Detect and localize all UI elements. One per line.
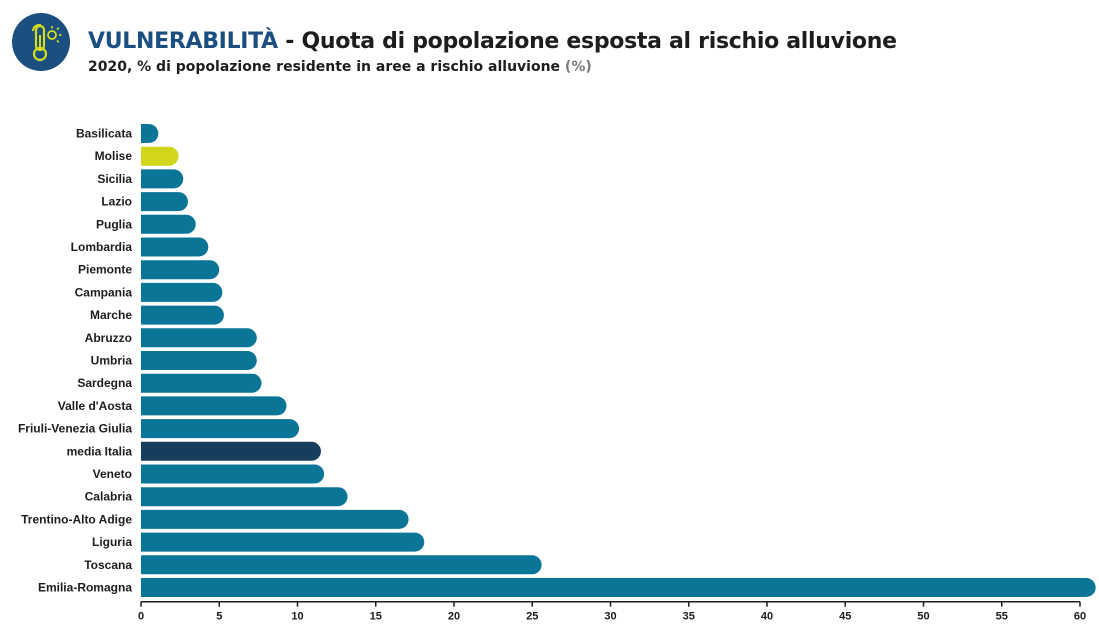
category-label-umbria: Umbria	[91, 354, 133, 368]
category-label-puglia: Puglia	[96, 217, 132, 231]
x-tick-label-25: 25	[526, 611, 538, 623]
bar-campania	[141, 282, 223, 302]
x-tick-label-0: 0	[138, 611, 144, 623]
subtitle-unit: (%)	[564, 59, 592, 75]
bar-friuli-venezia-giulia	[141, 419, 300, 439]
category-label-trentino-alto-adige: Trentino-Alto Adige	[21, 512, 132, 526]
x-tick-label-30: 30	[604, 611, 616, 623]
category-label-veneto: Veneto	[93, 467, 132, 481]
category-label-friuli-venezia-giulia: Friuli-Venezia Giulia	[18, 422, 132, 436]
bar-lazio	[141, 192, 188, 212]
bar-basilicata	[141, 124, 159, 143]
category-label-lombardia: Lombardia	[71, 240, 133, 254]
category-label-calabria: Calabria	[85, 490, 133, 504]
x-tick-label-35: 35	[683, 611, 695, 623]
category-label-media-italia: media Italia	[67, 444, 133, 458]
category-label-sicilia: Sicilia	[97, 172, 132, 186]
category-label-abruzzo: Abruzzo	[85, 331, 132, 345]
category-label-emilia-romagna: Emilia-Romagna	[38, 581, 132, 595]
bar-puglia	[141, 214, 196, 234]
bar-sicilia	[141, 169, 184, 189]
bar-emilia-romagna	[141, 578, 1096, 597]
x-tick-label-40: 40	[761, 611, 773, 623]
bar-abruzzo	[141, 328, 257, 348]
x-tick-label-60: 60	[1074, 611, 1086, 623]
bar-media-italia	[141, 441, 321, 461]
title-rest: - Quota di popolazione esposta al rischi…	[277, 29, 897, 54]
category-label-marche: Marche	[90, 308, 132, 322]
bar-calabria	[141, 487, 348, 507]
bar-liguria	[141, 532, 425, 552]
x-tick-label-5: 5	[216, 611, 222, 623]
thermometer-sun-icon	[12, 13, 70, 71]
x-tick-label-45: 45	[839, 611, 851, 623]
bar-lombardia	[141, 237, 209, 257]
category-label-toscana: Toscana	[84, 558, 132, 572]
bar-sardegna	[141, 373, 262, 393]
title-accent: VULNERABILITÀ	[88, 29, 278, 54]
bar-umbria	[141, 351, 257, 370]
x-tick-label-55: 55	[996, 611, 1008, 623]
bar-veneto	[141, 464, 325, 484]
category-label-valle-d-aosta: Valle d'Aosta	[58, 399, 133, 413]
category-label-piemonte: Piemonte	[78, 263, 132, 277]
category-label-basilicata: Basilicata	[76, 127, 132, 141]
category-label-sardegna: Sardegna	[77, 376, 132, 390]
bar-toscana	[141, 555, 542, 575]
bar-valle-d-aosta	[141, 396, 287, 416]
bar-piemonte	[141, 260, 220, 280]
bar-molise	[141, 146, 179, 166]
subtitle-main: 2020, % di popolazione residente in aree…	[88, 59, 565, 75]
category-label-molise: Molise	[95, 149, 133, 163]
chart-title: VULNERABILITÀ - Quota di popolazione esp…	[88, 29, 897, 54]
chart-subtitle: 2020, % di popolazione residente in aree…	[88, 59, 592, 75]
x-tick-label-50: 50	[917, 611, 929, 623]
category-label-liguria: Liguria	[92, 535, 132, 549]
category-label-lazio: Lazio	[101, 195, 132, 209]
bar-trentino-alto-adige	[141, 509, 409, 529]
x-tick-label-15: 15	[370, 611, 382, 623]
x-tick-label-10: 10	[291, 611, 303, 623]
bar-marche	[141, 305, 224, 325]
category-label-campania: Campania	[75, 285, 133, 299]
x-tick-label-20: 20	[448, 611, 460, 623]
